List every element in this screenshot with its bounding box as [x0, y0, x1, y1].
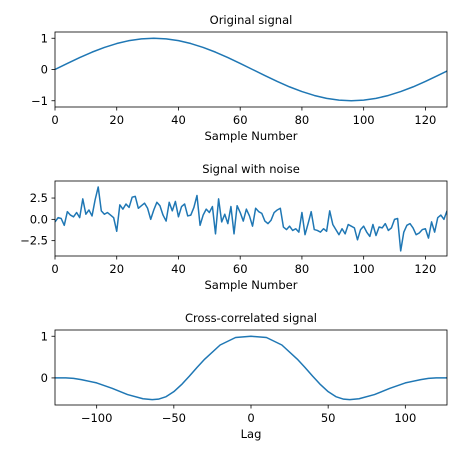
- y-tick-label: 2.5: [30, 191, 48, 205]
- chart-title: Cross-correlated signal: [185, 311, 317, 325]
- x-axis-label: Lag: [241, 427, 262, 441]
- y-tick-label: −1: [31, 94, 48, 108]
- x-tick-label: 100: [394, 411, 416, 425]
- x-tick-label: 20: [109, 262, 124, 276]
- y-tick-label: 1: [41, 329, 48, 343]
- x-tick-label: 0: [51, 113, 58, 127]
- series-line: [55, 37, 447, 102]
- plot-frame: [54, 180, 448, 257]
- subplot-3: Cross-correlated signal −100 −50 0 50 100 0 1 La…: [41, 311, 448, 441]
- series-line: [55, 335, 447, 401]
- y-tick-label: 0.0: [30, 212, 48, 226]
- y-tick-label: 0: [41, 371, 48, 385]
- x-tick-label: 60: [233, 113, 248, 127]
- x-tick-label: 40: [171, 262, 186, 276]
- series-line: [55, 186, 447, 252]
- x-tick-label: 100: [353, 262, 375, 276]
- chart-title: Original signal: [210, 13, 293, 27]
- y-tick-label: −2.5: [20, 234, 48, 248]
- y-tick-label: 0: [41, 63, 48, 77]
- x-tick-label: 120: [414, 113, 436, 127]
- x-tick-label: 60: [233, 262, 248, 276]
- x-axis-label: Sample Number: [205, 278, 298, 292]
- y-tick-label: 1: [41, 31, 48, 45]
- x-tick-label: −100: [81, 411, 113, 425]
- x-tick-label: 80: [295, 262, 310, 276]
- x-tick-label: 0: [247, 411, 254, 425]
- x-tick-label: −50: [162, 411, 186, 425]
- x-tick-label: 80: [295, 113, 310, 127]
- x-tick-label: 100: [353, 113, 375, 127]
- x-tick-label: 120: [414, 262, 436, 276]
- subplot-2: Signal with noise 0 20 40 60 80 100 120 −2.5 0.0 2…: [20, 162, 448, 292]
- x-tick-label: 40: [171, 113, 186, 127]
- x-tick-label: 0: [51, 262, 58, 276]
- x-tick-label: 50: [321, 411, 336, 425]
- x-tick-label: 20: [109, 113, 124, 127]
- chart-title: Signal with noise: [202, 162, 300, 176]
- x-axis-label: Sample Number: [205, 129, 298, 143]
